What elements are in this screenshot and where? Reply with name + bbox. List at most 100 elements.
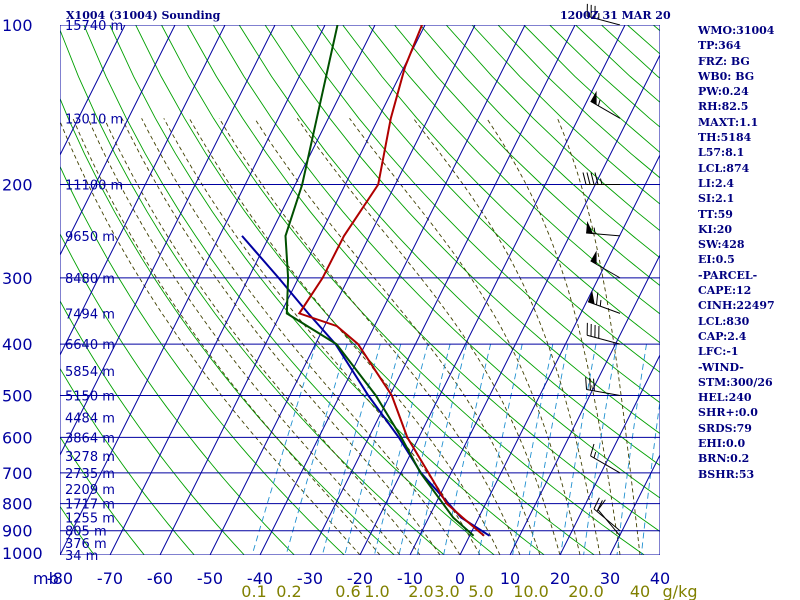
dry-adiabat [60,367,195,555]
height-labels: 15740 m 13010 m 11100 m 9650 m 8480 m 7494 m 6… [65,19,123,564]
stat-item: -WIND- [698,360,744,374]
stat-item: L57:8.1 [698,146,745,160]
dry-adiabat [60,505,95,555]
dry-adiabat [419,25,660,259]
wind-barb-full [585,377,588,390]
height-label: 15740 m [65,19,123,34]
mixing-ratio-label: 0.6 [335,582,360,600]
moist-adiabat [72,118,381,555]
stat-item: CAP:2.4 [698,329,747,343]
wind-barb-staff [586,232,621,237]
temperature-tick-label: 0 [455,569,465,588]
height-label: 8480 m [65,272,115,287]
stat-item: SI:2.1 [698,192,735,206]
wind-barb [590,90,621,119]
height-label: 2209 m [65,483,115,498]
wind-barb-half [597,99,601,106]
height-label: 6640 m [65,338,115,353]
wind-barb [590,250,621,279]
mixing-ratio-label: 20.0 [568,582,604,600]
stat-item: HEL:240 [698,391,752,405]
height-label: 11100 m [65,179,123,194]
isotherm-line [60,25,276,457]
moist-adiabat [486,118,621,555]
dry-adiabat [264,25,660,435]
dry-adiabat [368,25,660,315]
stat-item: TT:59 [698,207,733,221]
height-label: 7494 m [65,307,115,322]
isotherm-line [559,353,660,555]
wind-barb-pennant [586,220,594,234]
isotherm-line [509,253,660,555]
mixing-ratio-label: 10.0 [513,582,549,600]
dry-adiabat [342,25,660,344]
dry-adiabat [60,232,295,555]
isotherm-line [259,25,526,555]
stat-item: SW:428 [698,238,745,252]
temperature-tick-label: -30 [297,569,323,588]
wind-barb-staff [590,100,621,119]
pressure-tick-label: 1000 [2,544,43,563]
stat-item: LFC:-1 [698,345,739,359]
dry-adiabat [316,25,660,373]
wind-barb-full [597,499,606,511]
wind-barb-full [596,500,603,512]
height-label: 376 m [65,537,107,552]
temperature-tick-label: -10 [397,569,423,588]
height-label: 34 m [65,549,98,564]
dry-adiabat [60,299,245,555]
stat-item: RH:82.5 [698,100,749,114]
stat-item: SHR+:0.0 [698,406,758,420]
pressure-unit-label: mb [33,569,59,588]
profiles [241,25,491,537]
height-label: 3278 m [65,450,115,465]
stat-item: TP:364 [698,39,742,53]
mixing-ratio-label: 3.0 [434,582,459,600]
pressure-tick-label: 200 [2,176,33,195]
moist-adiabat [60,120,361,555]
isotherm-line [60,25,176,257]
wind-barb [587,290,621,314]
mixing-ratio-label: 40 [630,582,650,600]
moist-adiabat [254,118,541,555]
wind-barb-staff [587,334,621,345]
wind-barb [597,499,621,537]
height-label: 5854 m [65,365,115,380]
temperature-tick-label: 40 [650,569,670,588]
wind-barb-full [586,172,591,185]
wind-barb [593,497,621,532]
station-title: X1004 (31004) Sounding [66,9,221,22]
stat-item: LCL:874 [698,161,750,175]
moist-adiabat [103,118,421,555]
dry-adiabat [109,25,545,555]
dry-adiabat [238,25,660,466]
moist-adiabat [141,118,461,555]
sounding-indices: WMO:31004 TP:364 FRZ: BG WB0: BG PW:0.24 RH:8… [698,23,775,482]
pressure-tick-label: 700 [2,464,33,483]
mixing-ratio-line [640,398,660,555]
wind-barb-pennant [590,250,597,265]
wind-barb-staff [597,509,621,537]
height-label: 13010 m [65,112,123,127]
mixing-ratio-line [285,343,348,555]
stat-item: SRDS:79 [698,421,752,435]
temperature-tick-label: 10 [500,569,520,588]
wind-barb-full [593,497,600,510]
mixing-ratio-line [512,344,554,555]
mixing-ratio-label: 5.0 [468,582,493,600]
isotherm-isobar-grid [60,25,660,555]
wind-barb-pennant [588,290,595,305]
wind-barb-staff [587,301,621,314]
mixing-ratio-unit-label: g/kg [663,582,698,600]
isotherm-line [609,453,660,555]
isotherm-line [109,25,376,555]
valid-time: 1200Z 31 MAR 20 [560,9,671,22]
wind-barb [586,322,621,345]
pressure-tick-label: 100 [2,16,33,35]
stat-item: EI:0.5 [698,253,735,267]
stat-item: CAPE:12 [698,284,752,298]
height-label: 2735 m [65,467,115,482]
isotherm-line [359,25,626,555]
stat-item: -PARCEL- [698,268,758,282]
